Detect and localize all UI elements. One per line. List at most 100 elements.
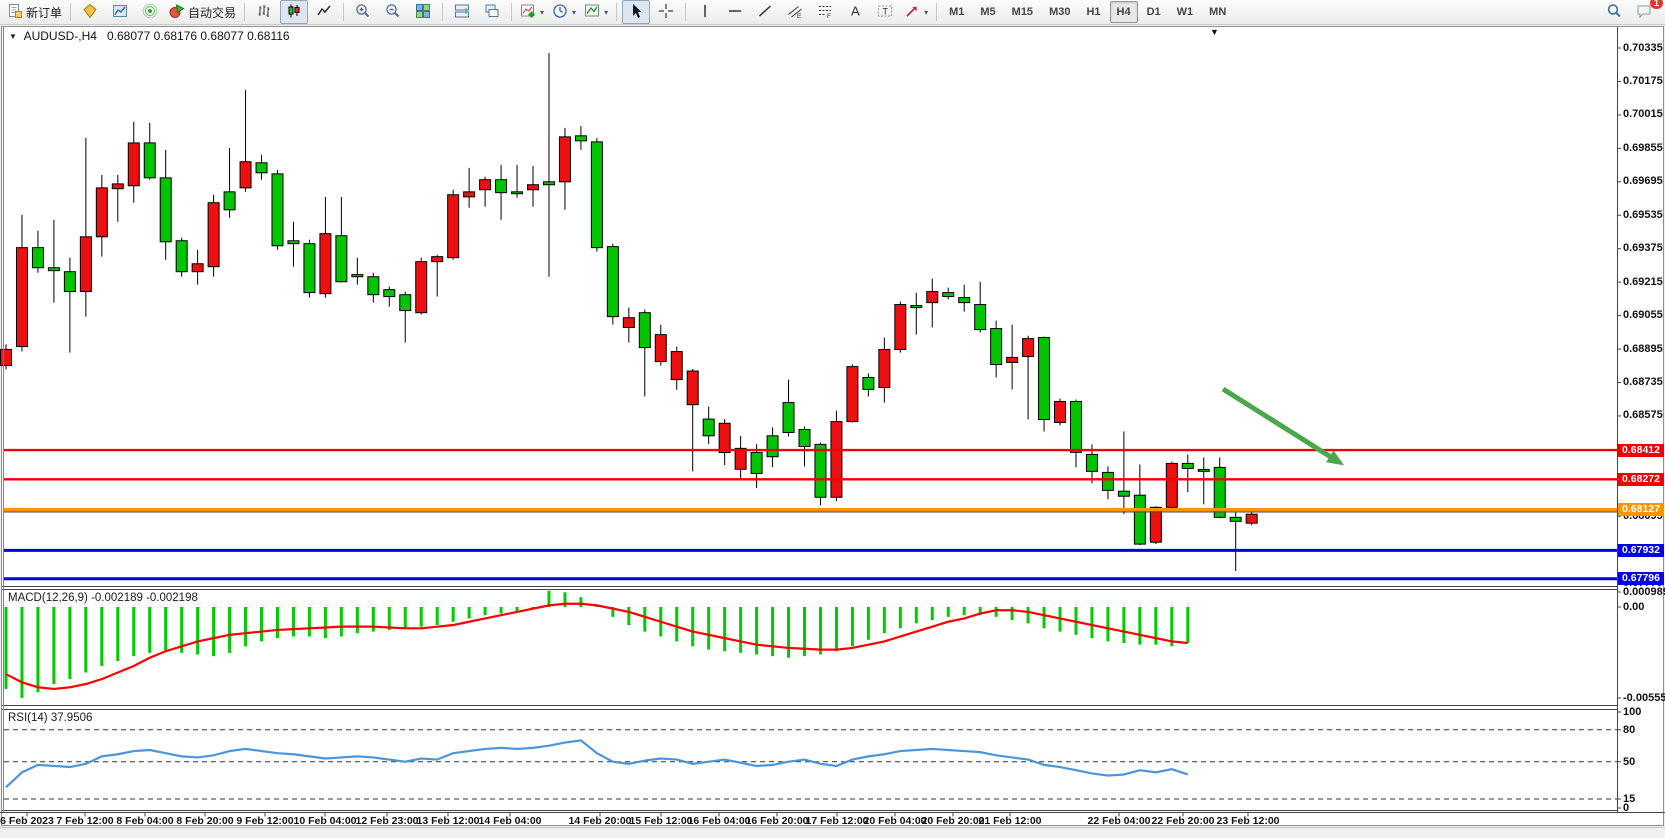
metaeditor-button[interactable] bbox=[76, 0, 104, 24]
market-watch-button[interactable] bbox=[106, 0, 134, 24]
toolbar-separator bbox=[936, 3, 938, 21]
time-axis-label: 15 Feb 12:00 bbox=[629, 815, 693, 827]
trendline-button[interactable] bbox=[751, 0, 779, 24]
time-axis-label: 20 Feb 20:00 bbox=[921, 815, 985, 827]
time-axis-label: 16 Feb 04:00 bbox=[687, 815, 751, 827]
timeframe-button-m1[interactable]: M1 bbox=[949, 6, 965, 18]
text-label-icon: T bbox=[877, 3, 893, 22]
autotrade-button[interactable]: 自动交易 bbox=[166, 0, 239, 24]
vline-button[interactable] bbox=[691, 0, 719, 24]
arrange-cascade-button[interactable] bbox=[478, 0, 506, 24]
chevron-down-icon[interactable]: ▾ bbox=[604, 7, 609, 17]
search-icon bbox=[1606, 3, 1622, 22]
periods-button[interactable]: ▾ bbox=[549, 0, 579, 24]
tile-windows-icon bbox=[415, 3, 431, 22]
price-axis-label: 0.68575 bbox=[1623, 409, 1663, 422]
chart-ohlc-values: 0.68077 0.68176 0.68077 0.68116 bbox=[106, 29, 290, 43]
timeframe-button-m30[interactable]: M30 bbox=[1049, 6, 1071, 18]
macd-axis-label: -0.005554 bbox=[1623, 692, 1665, 704]
channel-button[interactable]: E bbox=[781, 0, 809, 24]
timeframe-button-m5[interactable]: M5 bbox=[980, 6, 996, 18]
crosshair-icon bbox=[658, 3, 674, 22]
price-axis-label: 0.68735 bbox=[1623, 376, 1663, 388]
svg-text:E: E bbox=[797, 13, 802, 19]
price-line-badge: 0.68127 bbox=[1618, 503, 1664, 517]
fibonacci-button[interactable]: F bbox=[811, 0, 839, 24]
chart-window[interactable] bbox=[1, 26, 1664, 826]
indicators-button[interactable]: ▾ bbox=[517, 0, 547, 24]
zoom-in-button[interactable] bbox=[349, 0, 377, 24]
svg-text:A: A bbox=[851, 3, 860, 18]
collapse-triangle-icon[interactable]: ▼ bbox=[9, 32, 17, 41]
autotrade-label: 自动交易 bbox=[188, 5, 237, 20]
time-axis-label: 7 Feb 12:00 bbox=[56, 815, 114, 827]
price-axis-label: 0.69055 bbox=[1623, 309, 1663, 322]
text-label-button[interactable]: T bbox=[871, 0, 899, 24]
chevron-down-icon[interactable]: ▾ bbox=[924, 7, 929, 17]
channel-icon: E bbox=[787, 3, 803, 22]
text-button[interactable]: A bbox=[841, 0, 869, 24]
new-order-label: 新订单 bbox=[26, 5, 63, 20]
status-bar bbox=[0, 827, 1665, 838]
timeframe-button-mn[interactable]: MN bbox=[1209, 6, 1227, 18]
crosshair-button[interactable] bbox=[652, 0, 680, 24]
candlestick-icon bbox=[286, 3, 302, 22]
main-toolbar: 新订单 自动交易 ▾ ▾ ▾ E F A T ▾ M1 M5 M15 M30 H1 H4 D1 W1 MN 1 bbox=[0, 0, 1665, 25]
rsi-axis-label: 50 bbox=[1623, 755, 1636, 768]
price-axis-label: 0.69855 bbox=[1623, 141, 1663, 154]
arrange-windows-button[interactable] bbox=[448, 0, 476, 24]
candlestick-button[interactable] bbox=[280, 0, 309, 24]
zoom-out-button[interactable] bbox=[379, 0, 407, 24]
rsi-axis-label: 80 bbox=[1623, 723, 1636, 736]
new-order-icon bbox=[7, 3, 23, 22]
new-order-button[interactable]: 新订单 bbox=[4, 0, 65, 24]
chevron-down-icon[interactable]: ▾ bbox=[540, 7, 545, 17]
time-axis-label: 14 Feb 04:00 bbox=[478, 815, 542, 827]
svg-text:F: F bbox=[827, 13, 831, 19]
timeframe-button-m15[interactable]: M15 bbox=[1011, 6, 1034, 18]
time-axis-label: 21 Feb 12:00 bbox=[978, 815, 1042, 827]
chevron-down-icon[interactable]: ▾ bbox=[572, 7, 577, 17]
price-line-badge: 0.68412 bbox=[1618, 443, 1664, 457]
cursor-button[interactable] bbox=[622, 0, 651, 24]
bar-chart-button[interactable] bbox=[250, 0, 278, 24]
signals-button[interactable] bbox=[136, 0, 164, 24]
time-axis-label: 17 Feb 12:00 bbox=[805, 815, 869, 827]
price-axis-label: 0.69535 bbox=[1623, 208, 1663, 221]
price-line-badge: 0.68272 bbox=[1618, 472, 1664, 486]
cursor-icon bbox=[628, 3, 644, 22]
timeframe-button-h4[interactable]: H4 bbox=[1109, 1, 1138, 23]
rsi-axis-label: 100 bbox=[1623, 706, 1642, 718]
price-axis-label: 0.69695 bbox=[1623, 175, 1663, 188]
line-chart-button[interactable] bbox=[310, 0, 338, 24]
price-axis-label: 0.70175 bbox=[1623, 74, 1663, 87]
notifications-button[interactable]: 1 bbox=[1630, 0, 1663, 24]
price-line-badge: 0.67796 bbox=[1618, 572, 1664, 586]
time-axis-label: 13 Feb 12:00 bbox=[416, 815, 480, 827]
hline-button[interactable] bbox=[721, 0, 749, 24]
templates-button[interactable]: ▾ bbox=[581, 0, 611, 24]
time-axis-label: 10 Feb 04:00 bbox=[293, 815, 357, 827]
tile-windows-button[interactable] bbox=[409, 0, 437, 24]
hline-icon bbox=[727, 3, 743, 22]
macd-axis-label: 0.00 bbox=[1623, 601, 1645, 613]
timeframe-button-h1[interactable]: H1 bbox=[1086, 6, 1101, 18]
rsi-axis-label: 15 bbox=[1623, 792, 1636, 805]
macd-axis-label: 0.000989 bbox=[1623, 586, 1665, 598]
timeframe-button-d1[interactable]: D1 bbox=[1146, 6, 1161, 18]
svg-text:T: T bbox=[883, 6, 889, 16]
autotrade-icon bbox=[169, 3, 185, 22]
search-button[interactable] bbox=[1600, 0, 1628, 24]
price-axis-label: 0.69215 bbox=[1623, 275, 1663, 288]
rsi-indicator-label: RSI(14) 37.9506 bbox=[8, 712, 93, 724]
zoom-out-icon bbox=[385, 3, 401, 22]
time-axis-label: 8 Feb 04:00 bbox=[116, 815, 174, 827]
time-axis-label: 6 Feb 2023 bbox=[0, 815, 54, 827]
timeframe-button-w1[interactable]: W1 bbox=[1176, 6, 1194, 18]
toolbar-separator bbox=[442, 3, 444, 21]
chat-icon bbox=[1636, 3, 1652, 22]
arrows-button[interactable]: ▾ bbox=[901, 0, 931, 24]
toolbar-separator bbox=[685, 3, 687, 21]
toolbar-separator bbox=[511, 3, 513, 21]
toolbar-separator bbox=[616, 3, 618, 21]
